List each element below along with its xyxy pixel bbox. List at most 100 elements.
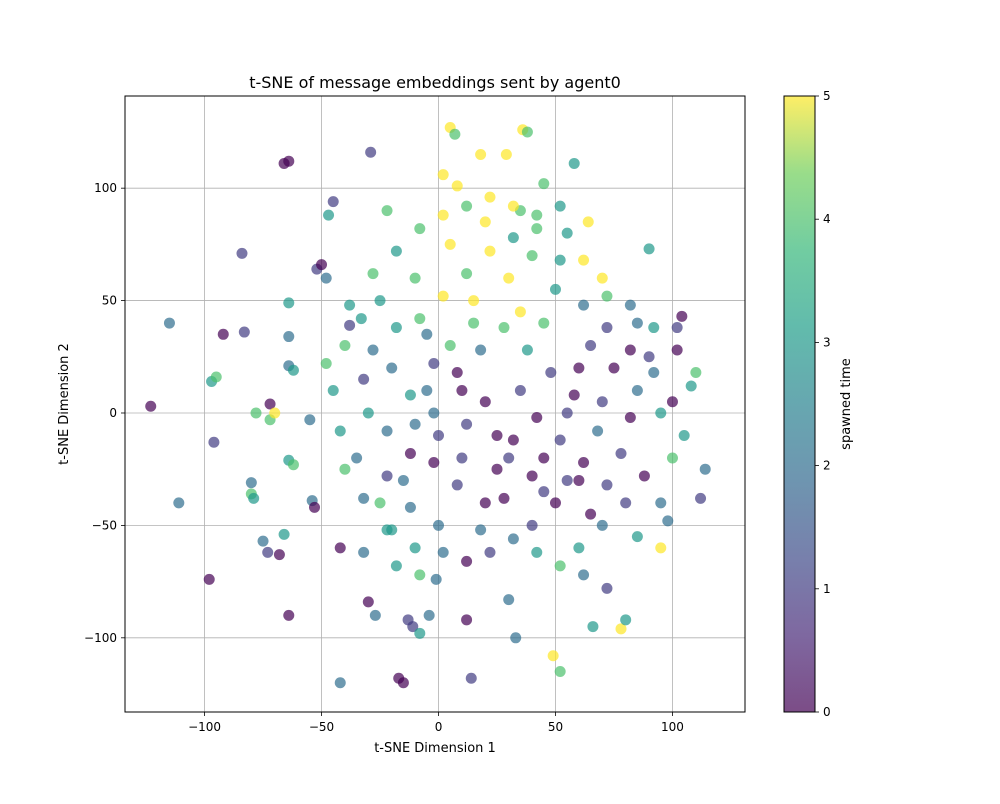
scatter-point-144 — [624, 344, 636, 356]
scatter-point-90 — [397, 474, 409, 486]
scatter-point-57 — [449, 128, 461, 140]
scatter-point-127 — [491, 463, 503, 475]
scatter-point-186 — [498, 492, 510, 504]
scatter-point-113 — [409, 272, 421, 284]
scatter-point-185 — [624, 411, 636, 423]
scatter-point-20 — [278, 528, 290, 540]
scatter-point-188 — [451, 479, 463, 491]
scatter-point-150 — [638, 470, 650, 482]
scatter-point-169 — [437, 209, 449, 221]
scatter-point-97 — [608, 362, 620, 374]
scatter-point-184 — [601, 479, 613, 491]
scatter-point-168 — [414, 223, 426, 235]
x-tick-label-0: −100 — [188, 720, 221, 734]
scatter-point-77 — [676, 310, 688, 322]
scatter-point-146 — [671, 344, 683, 356]
scatter-point-153 — [568, 389, 580, 401]
scatter-point-125 — [585, 508, 597, 520]
scatter-point-129 — [428, 407, 440, 419]
scatter-point-114 — [444, 238, 456, 250]
colorbar-gradient — [784, 96, 815, 712]
scatter-point-180 — [507, 434, 519, 446]
scatter-point-46 — [381, 205, 393, 217]
scatter-point-78 — [690, 367, 702, 379]
scatter-point-96 — [585, 340, 597, 352]
scatter-point-3 — [203, 573, 215, 585]
scatter-point-195 — [437, 546, 449, 558]
scatter-point-111 — [339, 340, 351, 352]
scatter-point-71 — [582, 216, 594, 228]
scatter-point-213 — [468, 317, 480, 329]
scatter-point-73 — [615, 623, 627, 635]
scatter-point-43 — [365, 146, 377, 158]
scatter-point-35 — [320, 272, 332, 284]
scatter-point-53 — [423, 609, 435, 621]
scatter-point-29 — [283, 609, 295, 621]
scatter-point-192 — [358, 546, 370, 558]
scatter-point-7 — [217, 328, 229, 340]
scatter-point-88 — [386, 362, 398, 374]
scatter-point-128 — [461, 418, 473, 430]
scatter-point-179 — [671, 322, 683, 334]
scatter-point-62 — [500, 148, 512, 160]
scatter-point-105 — [479, 497, 491, 509]
scatter-point-109 — [351, 452, 363, 464]
scatter-point-10 — [245, 477, 257, 489]
scatter-point-15 — [262, 546, 274, 558]
scatter-point-197 — [484, 546, 496, 558]
colorbar-tick-label-1: 1 — [823, 582, 831, 596]
scatter-point-79 — [699, 463, 711, 475]
scatter-point-64 — [510, 632, 522, 644]
scatter-point-122 — [678, 429, 690, 441]
colorbar: 0 1 2 3 4 5 spawned time — [783, 89, 854, 719]
scatter-point-19 — [273, 549, 285, 561]
scatter-point-98 — [631, 385, 643, 397]
scatter-point-159 — [428, 358, 440, 370]
scatter-point-170 — [461, 200, 473, 212]
scatter-point-176 — [601, 290, 613, 302]
scatter-point-1 — [163, 317, 175, 329]
scatter-point-118 — [596, 272, 608, 284]
scatter-point-182 — [554, 434, 566, 446]
scatter-point-140 — [531, 223, 543, 235]
scatter-point-215 — [538, 317, 550, 329]
scatter-point-106 — [433, 519, 445, 531]
x-tick-label-3: 50 — [548, 720, 563, 734]
colorbar-tick-label-4: 4 — [823, 212, 831, 226]
scatter-point-183 — [578, 456, 590, 468]
scatter-point-209 — [409, 418, 421, 430]
scatter-point-154 — [545, 367, 557, 379]
scatter-point-8 — [236, 247, 248, 259]
chart-title: t-SNE of message embeddings sent by agen… — [249, 73, 621, 92]
scatter-point-74 — [620, 614, 632, 626]
scatter-point-155 — [521, 344, 533, 356]
colorbar-tick-label-2: 2 — [823, 459, 831, 473]
scatter-point-69 — [554, 666, 566, 678]
scatter-point-193 — [390, 560, 402, 572]
y-tick-label-3: 50 — [102, 294, 117, 308]
scatter-point-191 — [381, 524, 393, 536]
scatter-point-104 — [526, 519, 538, 531]
scatter-point-24 — [283, 331, 295, 343]
scatter-point-206 — [503, 452, 515, 464]
colorbar-tick-label-0: 0 — [823, 705, 831, 719]
scatter-point-12 — [248, 492, 260, 504]
scatter-point-83 — [538, 452, 550, 464]
scatter-point-178 — [648, 322, 660, 334]
scatter-point-148 — [695, 492, 707, 504]
scatter-point-52 — [414, 627, 426, 639]
scatter-point-91 — [444, 340, 456, 352]
scatter-point-173 — [531, 209, 543, 221]
y-tick-label-4: 100 — [94, 181, 117, 195]
scatter-point-141 — [554, 254, 566, 266]
scatter-point-171 — [484, 191, 496, 203]
scatter-point-203 — [549, 497, 561, 509]
x-tick-label-1: −50 — [309, 720, 334, 734]
scatter-point-207 — [456, 385, 468, 397]
scatter-point-160 — [404, 447, 416, 459]
scatter-point-158 — [451, 367, 463, 379]
x-axis-label: t-SNE Dimension 1 — [374, 741, 496, 756]
scatter-point-32 — [309, 501, 321, 513]
x-axis-ticks: −100 −50 0 50 100 — [188, 712, 684, 734]
scatter-point-95 — [549, 283, 561, 295]
